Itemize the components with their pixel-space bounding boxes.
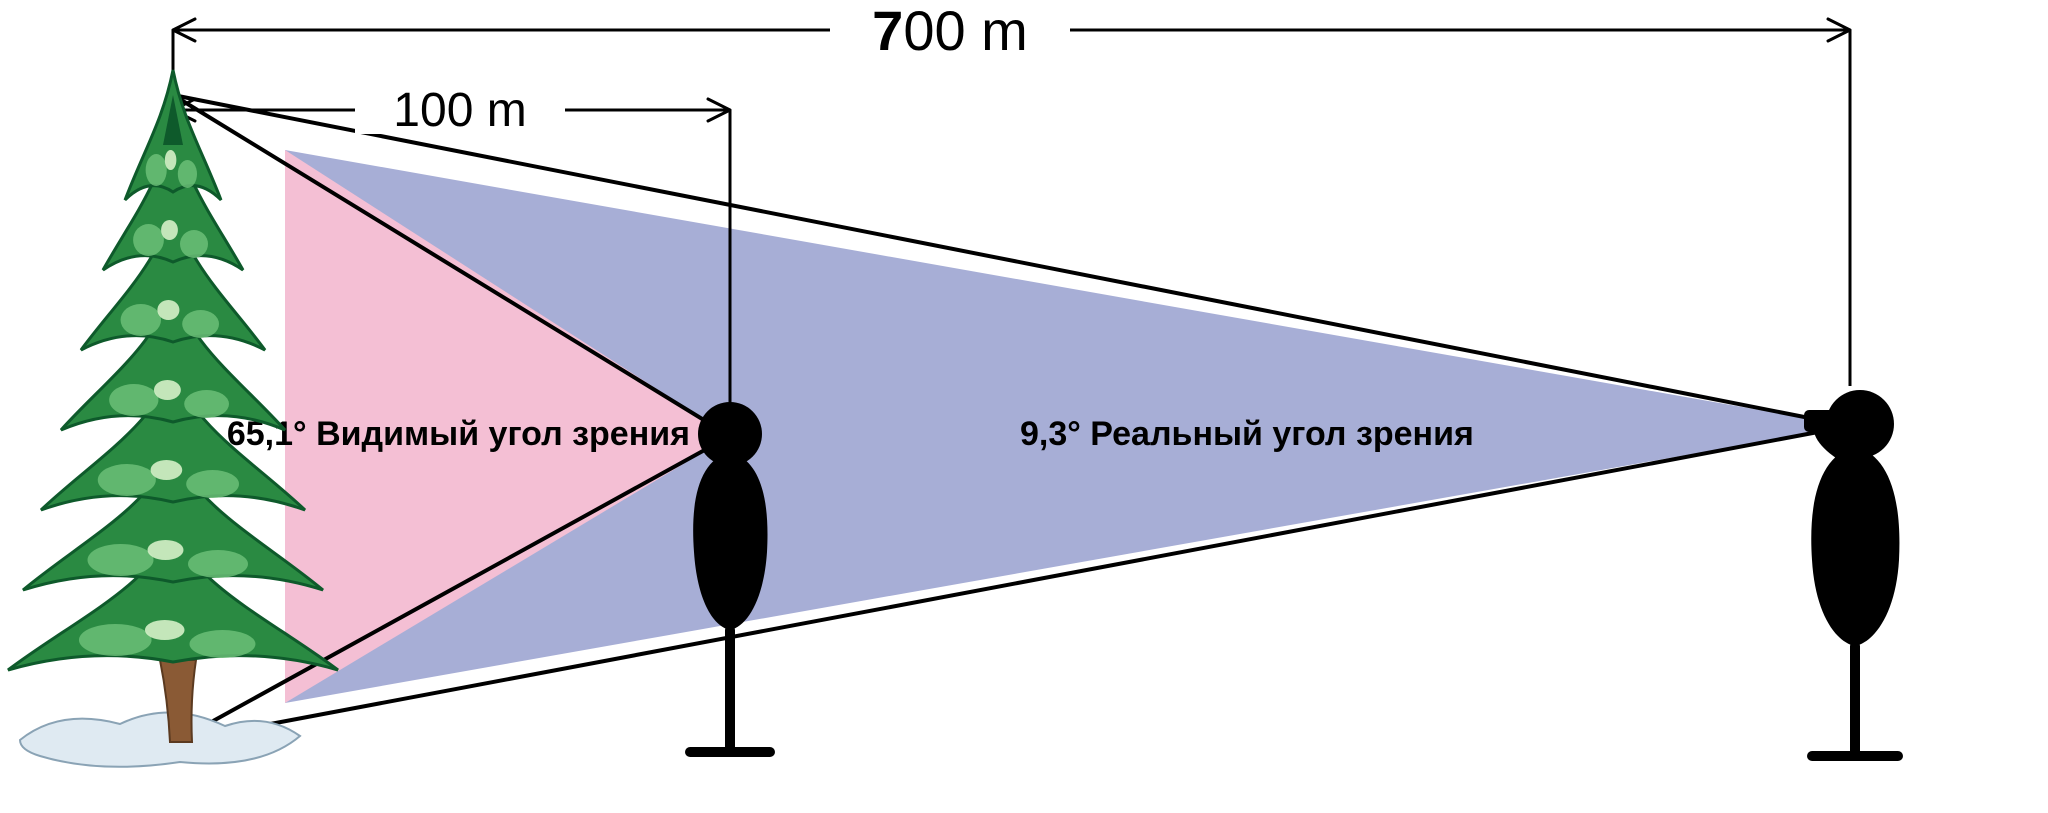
- real-angle-label: 9,3° Реальный угол зрения: [1020, 415, 1474, 453]
- far-observer-icon: [1804, 390, 1899, 756]
- binoculars-icon: [1804, 410, 1838, 432]
- dimension-700-label: 700 m: [872, 0, 1028, 62]
- apparent-angle-label: 65,1° Видимый угол зрения: [227, 415, 690, 453]
- dimension-100-label: 100 m: [393, 84, 526, 137]
